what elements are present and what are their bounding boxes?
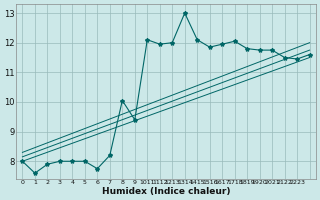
X-axis label: Humidex (Indice chaleur): Humidex (Indice chaleur)	[102, 187, 230, 196]
